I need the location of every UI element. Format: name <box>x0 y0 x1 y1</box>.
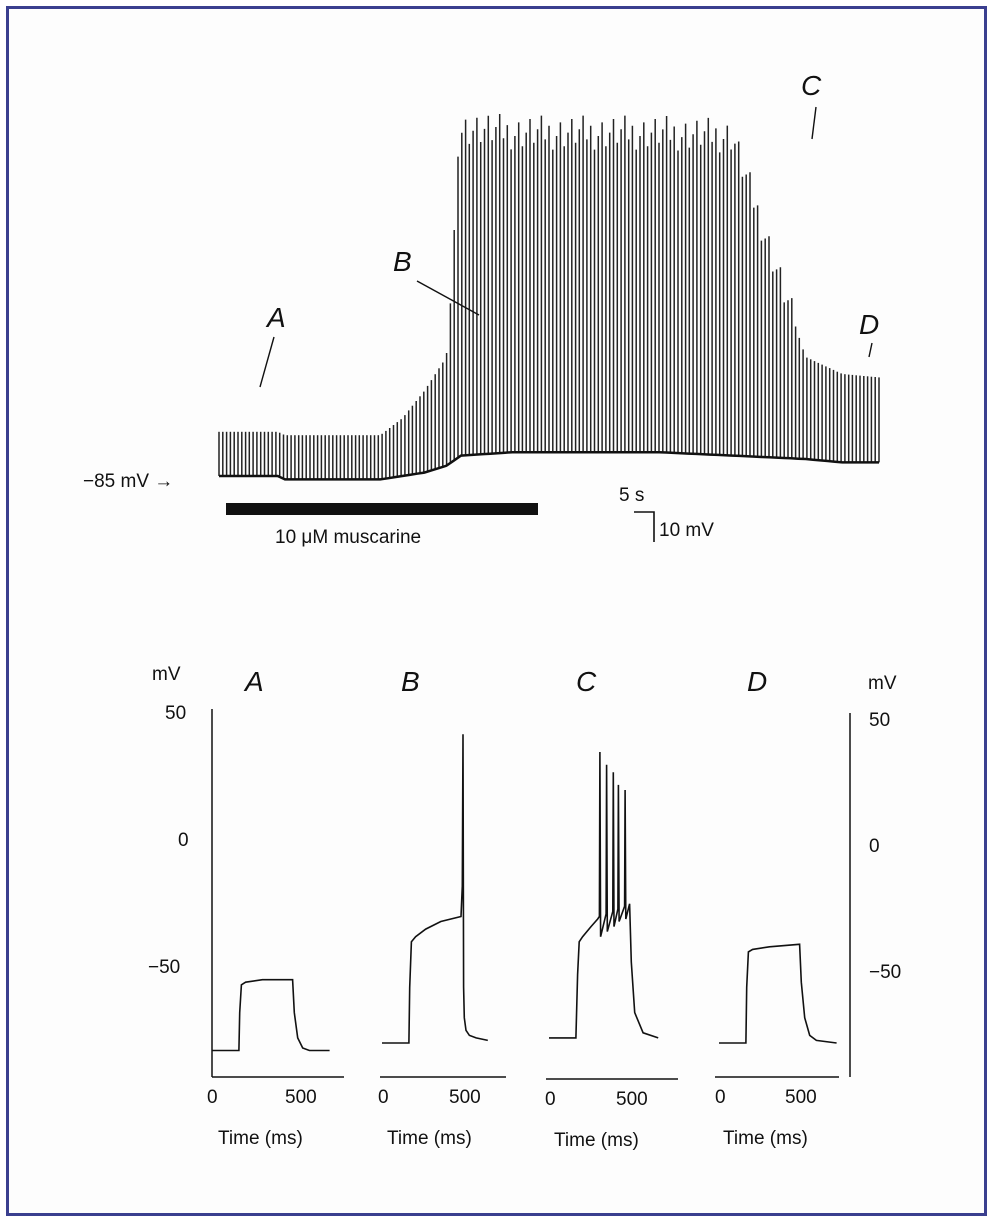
panel-b-title: B <box>401 666 420 697</box>
panel-c-xtick-0: 0 <box>545 1089 556 1110</box>
panel-c-trace <box>549 751 659 1039</box>
panel-c-title: C <box>576 666 597 697</box>
figure-frame: −85 mV → 10 μM muscarine 5 s 10 mV A B C… <box>6 6 987 1216</box>
scale-bar <box>634 511 655 542</box>
panel-d-title: D <box>747 666 767 697</box>
top-trace-panel: −85 mV → 10 μM muscarine 5 s 10 mV A B C… <box>83 70 880 548</box>
right-y-axis-unit: mV <box>868 673 897 694</box>
panel-d-trace <box>719 943 837 1044</box>
panel-d-xtick-0: 0 <box>715 1087 726 1108</box>
panel-d-xtick-500: 500 <box>785 1087 817 1108</box>
continuous-voltage-trace <box>218 114 880 481</box>
panel-b: B 0 500 Time (ms) <box>378 666 506 1149</box>
scale-voltage-label: 10 mV <box>659 520 714 541</box>
panel-a-trace <box>212 978 330 1052</box>
panel-a-xtick-0: 0 <box>207 1087 218 1108</box>
marker-b-pointer <box>416 280 480 316</box>
panel-a-title: A <box>243 666 264 697</box>
marker-a-label: A <box>265 302 286 333</box>
panel-c-xtick-500: 500 <box>616 1089 648 1110</box>
left-ytick-50: 50 <box>165 703 186 724</box>
marker-b-label: B <box>393 246 412 277</box>
muscarine-label: 10 μM muscarine <box>275 527 421 548</box>
muscarine-application-bar <box>226 503 538 515</box>
marker-a-pointer <box>259 336 275 388</box>
left-ytick-0: 0 <box>178 830 189 851</box>
marker-d-label: D <box>859 309 879 340</box>
panel-c: C 0 500 Time (ms) <box>545 666 678 1151</box>
figure-canvas: −85 mV → 10 μM muscarine 5 s 10 mV A B C… <box>83 70 901 1151</box>
panel-d: D mV 50 0 −50 0 500 Time (ms) <box>715 666 901 1149</box>
panel-d-xlabel: Time (ms) <box>723 1128 808 1149</box>
scale-time-label: 5 s <box>619 485 644 506</box>
panel-a: A mV 50 0 −50 0 500 Time (ms) <box>148 664 344 1149</box>
right-ytick-minus50: −50 <box>869 962 901 983</box>
resting-potential-label: −85 mV → <box>83 471 173 492</box>
marker-c-pointer <box>811 106 817 140</box>
trace-baseline <box>219 450 879 481</box>
panel-a-xlabel: Time (ms) <box>218 1128 303 1149</box>
right-ytick-50: 50 <box>869 710 890 731</box>
panel-b-xtick-500: 500 <box>449 1087 481 1108</box>
panel-b-xlabel: Time (ms) <box>387 1128 472 1149</box>
left-ytick-minus50: −50 <box>148 957 180 978</box>
marker-c-label: C <box>801 70 822 101</box>
marker-d-pointer <box>868 342 873 358</box>
right-ytick-0: 0 <box>869 836 880 857</box>
left-y-axis-unit: mV <box>152 664 181 685</box>
panel-a-xtick-500: 500 <box>285 1087 317 1108</box>
panel-b-trace <box>382 734 488 1044</box>
panel-c-xlabel: Time (ms) <box>554 1130 639 1151</box>
panel-b-xtick-0: 0 <box>378 1087 389 1108</box>
